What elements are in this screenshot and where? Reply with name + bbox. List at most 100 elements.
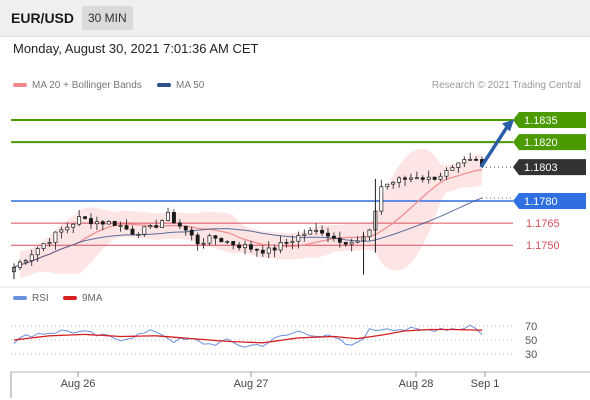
candle — [266, 241, 271, 259]
candle-body — [94, 221, 99, 225]
candle — [343, 241, 348, 247]
candle — [154, 219, 159, 229]
x-tick-label-aug-28: Aug 28 — [399, 378, 434, 390]
candle-body — [379, 186, 384, 212]
candle — [17, 259, 22, 270]
candle — [213, 235, 218, 245]
candle-body — [326, 232, 330, 237]
candle-body — [349, 241, 354, 245]
candle-body — [177, 222, 182, 227]
candle-body — [148, 225, 153, 228]
candle — [408, 173, 413, 183]
candle-body — [71, 223, 76, 228]
candle-body — [189, 229, 194, 236]
candle-body — [47, 242, 52, 245]
candle-body — [59, 229, 64, 233]
rsi-tick-50: 50 — [525, 335, 537, 347]
legend-rsi: RSI — [13, 293, 49, 304]
candle-body — [290, 240, 295, 243]
candle — [403, 175, 407, 186]
badge-label-1.1820: 1.1820 — [524, 137, 558, 149]
candle-body — [450, 167, 455, 171]
candle-body — [408, 177, 413, 180]
candle — [337, 231, 342, 248]
candle — [462, 156, 467, 168]
candle — [397, 176, 402, 188]
candle-body — [414, 177, 419, 180]
x-tick-label-sep-1: Sep 1 — [471, 378, 500, 390]
candle — [41, 243, 46, 252]
candle-body — [195, 234, 200, 245]
candle-body — [444, 169, 449, 177]
rsi-tick-70: 70 — [525, 321, 537, 333]
candle-body — [254, 248, 259, 251]
candle — [468, 152, 473, 161]
candle-body — [201, 242, 206, 245]
candle-body — [166, 212, 170, 221]
candle — [349, 238, 354, 252]
candle-body — [29, 254, 34, 261]
rsi-label: RSI — [32, 293, 49, 304]
ma50-swatch — [157, 83, 171, 88]
badge-label-1.1780: 1.1780 — [524, 196, 558, 208]
forecast-arrow-head — [502, 119, 514, 132]
candle — [308, 227, 313, 235]
candle — [254, 248, 259, 257]
candle — [355, 236, 360, 244]
candle — [225, 240, 230, 244]
candle-body — [337, 237, 342, 243]
candle — [290, 235, 295, 250]
candle-body — [118, 225, 123, 227]
candle-body — [397, 177, 402, 183]
candle — [450, 165, 455, 171]
candle — [183, 225, 188, 236]
candle — [166, 207, 170, 222]
candle — [148, 223, 153, 229]
candle-body — [249, 244, 253, 250]
candle — [160, 219, 165, 228]
candle — [136, 232, 141, 238]
candle-body — [260, 249, 265, 254]
candle — [326, 227, 330, 242]
candle-body — [237, 244, 242, 249]
candle-body — [53, 231, 58, 243]
credit-text: Research © 2021 Trading Central — [431, 80, 581, 91]
candle — [189, 226, 194, 241]
candle — [367, 228, 372, 241]
candle — [414, 171, 419, 180]
candle-body — [426, 176, 431, 180]
rsi-ma-swatch — [63, 296, 77, 301]
candle — [23, 258, 28, 265]
candle — [391, 180, 396, 189]
candle-body — [432, 176, 437, 180]
candle — [320, 225, 325, 237]
candle-body — [314, 229, 319, 232]
timeframe-button[interactable]: 30 MIN — [82, 6, 133, 30]
candle — [456, 162, 461, 173]
candle-body — [343, 241, 348, 245]
top-bar: EUR/USD 30 MIN — [0, 0, 590, 37]
ma20-line — [13, 169, 483, 268]
candle — [171, 209, 176, 224]
candle-body — [272, 247, 277, 251]
badge-shape-1.1835 — [513, 112, 586, 129]
x-tick-label-aug-27: Aug 27 — [234, 378, 269, 390]
candle-body — [77, 216, 82, 225]
candle — [331, 232, 336, 242]
candle-body — [302, 233, 307, 236]
rsi-ma-label: 9MA — [82, 293, 103, 304]
badge-shape-1.1780 — [513, 193, 586, 210]
candle-body — [296, 235, 301, 242]
candle — [284, 238, 289, 248]
candle-body — [207, 235, 212, 244]
candle — [83, 216, 88, 220]
ma20-swatch — [13, 83, 27, 88]
candle-body — [308, 230, 313, 235]
candle-body — [468, 158, 473, 161]
candle — [118, 221, 123, 232]
candle — [379, 179, 384, 215]
candle — [65, 222, 70, 234]
candle — [243, 240, 247, 255]
candle-body — [438, 175, 443, 180]
rsi-ma-line — [13, 328, 483, 344]
